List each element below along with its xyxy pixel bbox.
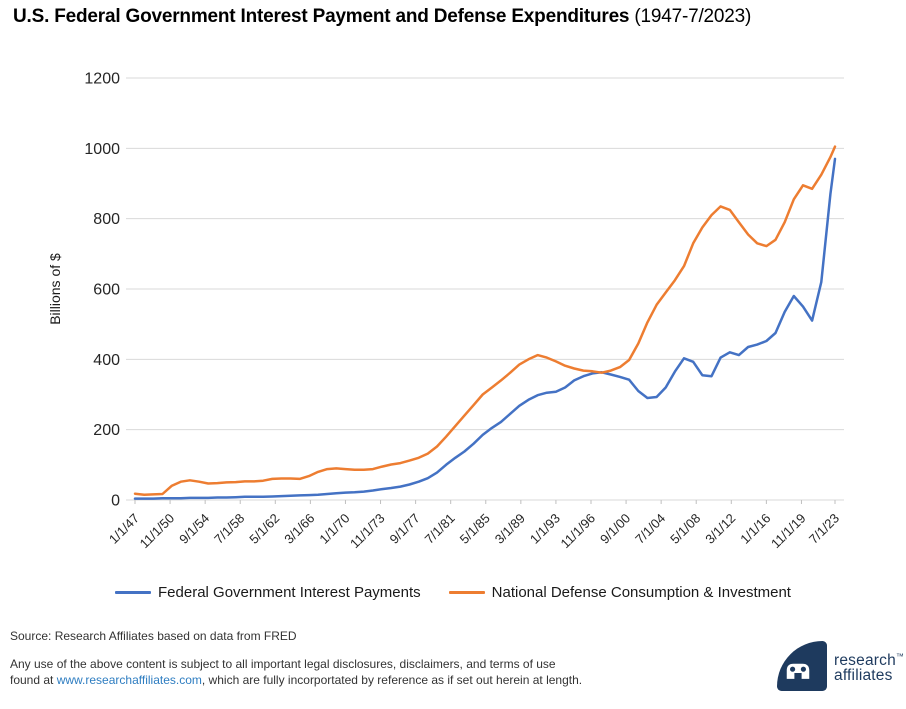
y-tick-label-600: 600 [93, 282, 120, 299]
logo-word-affiliates: affiliates [834, 667, 893, 685]
y-tick-label-1000: 1000 [84, 141, 120, 158]
research-affiliates-logo: research™ affiliates [777, 641, 904, 691]
series-line-defense [133, 145, 837, 496]
x-tick-label: 3/1/89 [492, 511, 528, 547]
y-tick-label-400: 400 [93, 352, 120, 369]
disclaimer-line2-post: , which are fully incorportated by refer… [201, 673, 583, 687]
ra-monogram-icon [786, 663, 810, 679]
x-tick-label: 7/1/81 [422, 511, 458, 547]
page-title-main: U.S. Federal Government Interest Payment… [13, 6, 630, 27]
logo-wordmark: research™ affiliates [834, 649, 904, 683]
x-tick-label: 7/1/23 [806, 511, 842, 547]
defense-line-swatch-icon [448, 591, 485, 594]
legend-label-interest: Federal Government Interest Payments [158, 584, 421, 601]
x-tick-label: 11/1/96 [558, 511, 599, 552]
x-tick-label: 11/1/73 [347, 511, 388, 552]
x-tick-label: 9/1/77 [387, 511, 423, 547]
y-tick-label-0: 0 [111, 493, 120, 510]
x-tick-label: 11/1/50 [137, 511, 178, 552]
page-title: U.S. Federal Government Interest Payment… [13, 6, 751, 28]
legend-label-defense: National Defense Consumption & Investmen… [491, 584, 791, 601]
disclaimer-line1: Any use of the above content is subject … [10, 657, 556, 671]
disclaimer: Any use of the above content is subject … [10, 656, 582, 688]
page-title-range: (1947-7/2023) [629, 6, 752, 27]
y-tick-label-200: 200 [93, 422, 120, 439]
series-line-interest [133, 157, 837, 500]
interest-line-swatch-icon [115, 591, 152, 594]
legend-item-defense: National Defense Consumption & Investmen… [448, 584, 791, 601]
x-tick-label: 9/1/00 [597, 511, 633, 547]
legend-item-interest: Federal Government Interest Payments [115, 584, 421, 601]
x-tick-label: 5/1/85 [457, 511, 493, 547]
y-tick-label-800: 800 [93, 211, 120, 228]
chart-legend: Federal Government Interest Payments Nat… [0, 584, 906, 601]
x-tick-label: 9/1/54 [176, 511, 212, 547]
x-tick-label: 3/1/66 [281, 511, 317, 547]
logo-mark [777, 641, 827, 691]
x-tick-label: 11/1/19 [768, 511, 809, 552]
disclaimer-line2-pre: found at [10, 673, 57, 687]
y-axis-label: Billions of $ [47, 253, 63, 325]
y-tick-label-1200: 1200 [84, 71, 120, 88]
disclaimer-line2: found at www.researchaffiliates.com, whi… [10, 672, 582, 688]
x-tick-label: 3/1/12 [702, 511, 738, 547]
trademark-symbol: ™ [895, 651, 905, 661]
x-tick-label: 7/1/58 [211, 511, 247, 547]
source-note: Source: Research Affiliates based on dat… [10, 629, 297, 643]
x-tick-label: 5/1/62 [246, 511, 282, 547]
logo-word-research: research™ [834, 651, 905, 670]
disclaimer-link[interactable]: www.researchaffiliates.com [56, 673, 202, 687]
x-tick-label: 7/1/04 [632, 511, 668, 547]
x-tick-label: 5/1/08 [667, 511, 703, 547]
